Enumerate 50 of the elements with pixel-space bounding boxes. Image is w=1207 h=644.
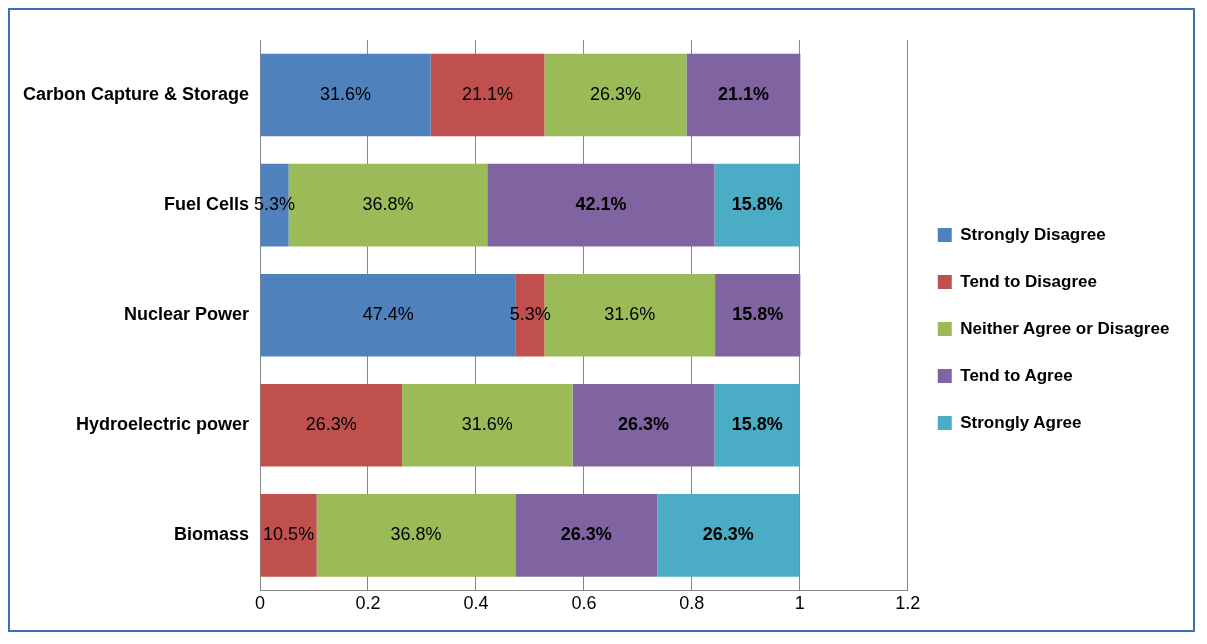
data-label: 31.6%	[604, 304, 656, 325]
bar	[515, 494, 658, 577]
bar	[260, 494, 317, 577]
y-tick-label: Fuel Cells	[164, 194, 250, 215]
data-label: 15.8%	[731, 194, 783, 215]
bar	[714, 384, 800, 467]
legend-label: Strongly Disagree	[960, 224, 1106, 244]
bar	[544, 53, 687, 137]
x-tick-label: 0.8	[679, 593, 705, 614]
x-tick-label: 0.2	[355, 593, 381, 614]
data-label: 21.1%	[717, 84, 769, 105]
y-tick-label: Biomass	[173, 524, 250, 545]
x-tick-label: 1.2	[895, 593, 921, 614]
data-label: 26.3%	[618, 414, 670, 435]
x-tick-label: 0	[255, 593, 266, 614]
data-label: 26.3%	[702, 524, 754, 545]
data-label: 31.6%	[320, 84, 372, 105]
data-label: 36.8%	[390, 524, 442, 545]
data-label: 21.1%	[462, 84, 514, 105]
bar	[714, 163, 800, 247]
y-tick-label: Carbon Capture & Storage	[23, 84, 250, 105]
y-tick-label: Nuclear Power	[123, 304, 250, 325]
data-label: 26.3%	[560, 524, 612, 545]
legend-label: Tend to Agree	[960, 365, 1073, 385]
bar	[316, 494, 516, 577]
y-tick-label: Hydroelectric power	[75, 414, 250, 435]
x-tick-label: 0.6	[571, 593, 597, 614]
data-label: 10.5%	[263, 524, 315, 545]
data-label: 47.4%	[362, 304, 414, 325]
legend-label: Neither Agree or Disagree	[960, 318, 1170, 338]
bar	[686, 53, 801, 137]
bar	[260, 384, 402, 467]
data-label: 42.1%	[575, 194, 627, 215]
bar	[657, 494, 800, 577]
data-label: 31.6%	[461, 414, 513, 435]
data-label: 15.8%	[732, 304, 784, 325]
bar	[260, 53, 431, 137]
x-tick-label: 1	[794, 593, 805, 614]
bar	[715, 273, 801, 357]
data-label: 15.8%	[731, 414, 783, 435]
data-label: 36.8%	[362, 194, 414, 215]
data-label: 26.3%	[305, 414, 357, 435]
legend-label: Strongly Agree	[960, 412, 1082, 432]
legend-label: Tend to Disagree	[960, 271, 1097, 291]
data-label: 26.3%	[589, 84, 641, 105]
bar	[572, 384, 715, 467]
x-tick-label: 0.4	[463, 593, 489, 614]
bar	[487, 163, 715, 247]
bar	[401, 384, 573, 467]
bar	[430, 53, 545, 137]
